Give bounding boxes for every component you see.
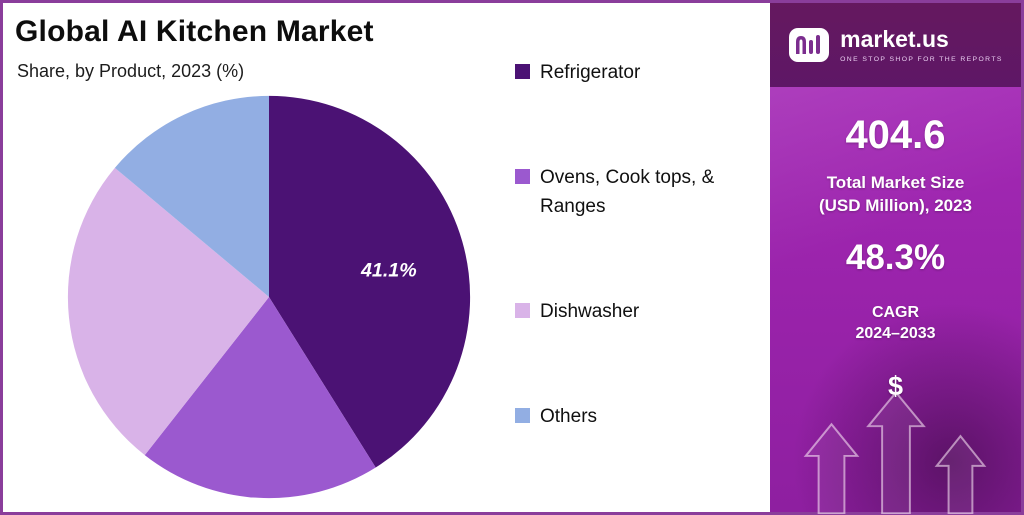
chart-subtitle: Share, by Product, 2023 (%) [17,61,245,81]
legend-item-others: Others [515,403,750,432]
page-title: Global AI Kitchen Market [15,15,374,48]
stat-cagr-value: 48.3% [845,237,946,277]
pie-slice-refrigerator [269,95,471,468]
brand-text: market.us ONE STOP SHOP FOR THE REPORTS [840,27,1003,62]
pie-chart: 41.1% [63,91,475,503]
legend-label: Dishwasher [540,300,640,322]
legend-item-ovens: Ovens, Cook tops, & Ranges [515,164,750,221]
stat-market-size-label: Total Market Size (USD Million), 2023 [818,173,973,215]
up-arrow-icon [803,422,860,514]
legend-item-refrigerator: Refrigerator [515,59,750,88]
dollar-icon: $ [887,371,904,402]
stat-cagr-label: CAGR 2024–2033 [855,303,936,343]
chart-legend: Refrigerator Ovens, Cook tops, & Ranges … [515,59,750,431]
brand-tagline: ONE STOP SHOP FOR THE REPORTS [840,55,1003,63]
legend-label: Ovens, Cook tops, & Ranges [540,167,715,217]
up-arrow-icon [934,434,987,514]
pie-slice-dishwasher [67,167,269,456]
legend-swatch-others [515,407,530,423]
legend-swatch-dishwasher [515,302,530,318]
stat-market-size-value: 404.6 [845,113,946,157]
pie-slice-others [114,95,269,298]
chart-section: Global AI Kitchen Market Share, by Produ… [3,3,768,512]
marketus-logo-icon [789,28,830,62]
brand-panel: market.us ONE STOP SHOP FOR THE REPORTS … [768,3,1021,514]
legend-label: Others [540,405,598,427]
legend-item-dishwasher: Dishwasher [515,298,750,327]
brand-name: market.us [840,26,949,53]
up-arrow-icon [866,390,926,514]
legend-label: Refrigerator [540,62,641,83]
pie-slice-ovens-cook-tops-ranges [144,297,376,499]
brand-header: market.us ONE STOP SHOP FOR THE REPORTS [770,3,1021,87]
pie-chart-svg: 41.1% [67,95,471,499]
legend-swatch-refrigerator [515,64,530,79]
growth-arrows-icon [803,390,987,514]
pie-data-label: 41.1% [360,259,417,281]
legend-swatch-ovens [515,169,530,184]
